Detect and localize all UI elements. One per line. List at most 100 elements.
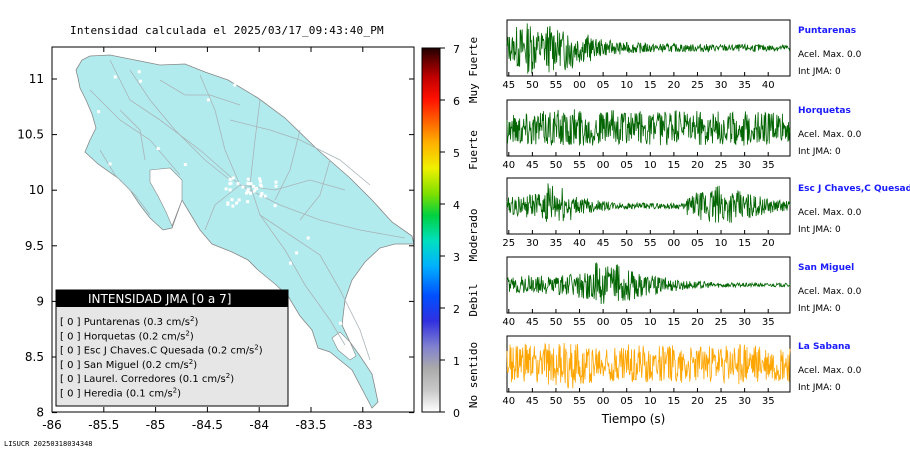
legend-item-pga: (0.3 cm/s [143, 317, 190, 328]
trace-x-tick-label: 20 [691, 317, 704, 328]
legend-item-unit-sup: 2 [254, 344, 258, 352]
colorbar-category-label: Muy Fuerte [467, 37, 480, 103]
station-name: Horquetas [798, 106, 851, 116]
city-dot [236, 182, 240, 186]
trace-x-tick-label: 05 [620, 317, 633, 328]
map-x-tick-label: -83.5 [295, 418, 326, 432]
legend-title: INTENSIDAD JMA [0 a 7] [88, 292, 231, 306]
trace-x-tick-label: 05 [597, 80, 610, 91]
trace-x-tick-label: 15 [668, 317, 681, 328]
trace-x-tick-label: 00 [597, 317, 610, 328]
colorbar-gradient [421, 47, 441, 413]
waveform-line [506, 109, 791, 146]
legend-item-pga: (0.2 cm/s [142, 360, 189, 371]
trace-x-tick-label: 25 [715, 396, 728, 407]
trace-x-tick-label: 55 [573, 317, 586, 328]
golfo-dulce [331, 331, 357, 361]
trace-x-tick-label: 25 [715, 160, 728, 171]
trace-x-tick-label: 35 [738, 80, 751, 91]
trace-x-tick-label: 50 [620, 238, 633, 249]
int-jma-label: Int JMA: 0 [798, 67, 841, 77]
city-dot [237, 198, 241, 202]
legend-item-value: [ 0 ] [60, 389, 84, 400]
trace-x-tick-label: 15 [738, 238, 751, 249]
city-dot [231, 176, 235, 180]
city-dot [92, 163, 96, 167]
trace-x-tick-label: 40 [762, 80, 775, 91]
city-dot [288, 261, 292, 265]
trace-x-tick-label: 55 [644, 238, 657, 249]
colorbar-tick-label: 4 [453, 199, 460, 212]
seismogram-panel: 40 45 50 55 00 05 10 15 20 25 30 35 Horquetas Acel. M… [502, 99, 862, 171]
trace-x-tick-label: 35 [762, 160, 775, 171]
seismogram-panel: 25 30 35 40 45 50 55 00 05 10 15 20 Esc J Chaves,C Q… [502, 177, 910, 249]
acel-max-label: Acel. Max. 0.0 [798, 287, 862, 297]
city-dot [126, 276, 130, 280]
city-dot [252, 184, 256, 188]
trace-x-tick-label: 10 [644, 160, 657, 171]
map-x-tick-label: -86 [42, 418, 62, 432]
city-dot [230, 198, 234, 202]
trace-x-tick-label: 40 [502, 160, 515, 171]
trace-x-tick-label: 20 [668, 80, 681, 91]
road-network [89, 59, 406, 361]
city-dot [152, 172, 156, 176]
city-dot [246, 200, 250, 204]
seismogram-panel: 40 45 50 55 00 05 10 15 20 25 30 35 San Miguel Acel. … [502, 256, 862, 328]
colorbar-category-label: Moderado [467, 209, 480, 262]
trace-x-tick-label: 20 [691, 396, 704, 407]
legend-item-unit-sup: 2 [226, 372, 230, 380]
city-dot [224, 187, 228, 191]
city-dot [168, 269, 172, 273]
waveform-line [506, 261, 791, 305]
city-dot [255, 187, 259, 191]
trace-x-tick-label: 10 [715, 238, 728, 249]
legend-item: [ 0 ] Laurel. Corredores (0.1 cm/s2) [60, 372, 234, 385]
city-dot [183, 162, 187, 166]
city-dot [249, 182, 253, 186]
colorbar-tick-label: 6 [453, 95, 460, 108]
legend-item-station: Heredia [84, 389, 126, 400]
legend-item-pga: (0.2 cm/s [139, 331, 186, 342]
legend-item-value: [ 0 ] [60, 317, 84, 328]
legend-item-close: ) [194, 317, 198, 328]
city-dot [246, 188, 250, 192]
trace-x-tick-label: 10 [644, 396, 657, 407]
city-dot [245, 191, 249, 195]
city-dot [338, 321, 342, 325]
colorbar-ticks: 7 6 5 4 3 2 1 0 [440, 43, 460, 420]
intensity-map: -86 -85.5 -85 -84.5 -84 -83.5 -83 11 10.5 10 9.5 9 8… [17, 46, 415, 432]
trace-x-tick-label: 50 [550, 396, 563, 407]
city-dot [156, 146, 160, 150]
trace-x-tick-label: 25 [715, 317, 728, 328]
intensity-legend: INTENSIDAD JMA [0 a 7] [ 0 ] Puntarenas … [55, 289, 289, 407]
city-dot [137, 70, 141, 74]
trace-x-tick-label: 35 [762, 396, 775, 407]
trace-x-tick-label: 50 [550, 160, 563, 171]
trace-x-tick-label: 10 [620, 80, 633, 91]
trace-x-tick-label: 15 [668, 396, 681, 407]
acel-max-label: Acel. Max. 0.0 [798, 208, 862, 218]
legend-item-pga: (0.2 cm/s [207, 346, 254, 357]
waveform-line [506, 342, 791, 389]
legend-item: [ 0 ] Horquetas (0.2 cm/s2) [60, 329, 194, 342]
city-dot [228, 188, 232, 192]
trace-x-tick-label: 50 [550, 317, 563, 328]
legend-item-unit-sup: 2 [185, 329, 189, 337]
city-dot [226, 202, 230, 206]
trace-x-tick-label: 05 [620, 396, 633, 407]
map-x-tick-label: -83 [353, 418, 373, 432]
legend-item-value: [ 0 ] [60, 346, 84, 357]
legend-item: [ 0 ] Puntarenas (0.3 cm/s2) [60, 315, 198, 328]
city-dot [229, 181, 233, 185]
trace-x-tick-label: 45 [526, 317, 539, 328]
trace-x-tick-label: 15 [668, 160, 681, 171]
trace-x-tick-label: 55 [550, 80, 563, 91]
city-dot [248, 191, 252, 195]
legend-item-unit-sup: 2 [190, 315, 194, 323]
map-x-tick-label: -85.5 [88, 418, 119, 432]
city-dot [245, 285, 249, 289]
trace-x-tick-label: 05 [620, 160, 633, 171]
legend-item-close: ) [230, 374, 234, 385]
city-dot [260, 191, 264, 195]
